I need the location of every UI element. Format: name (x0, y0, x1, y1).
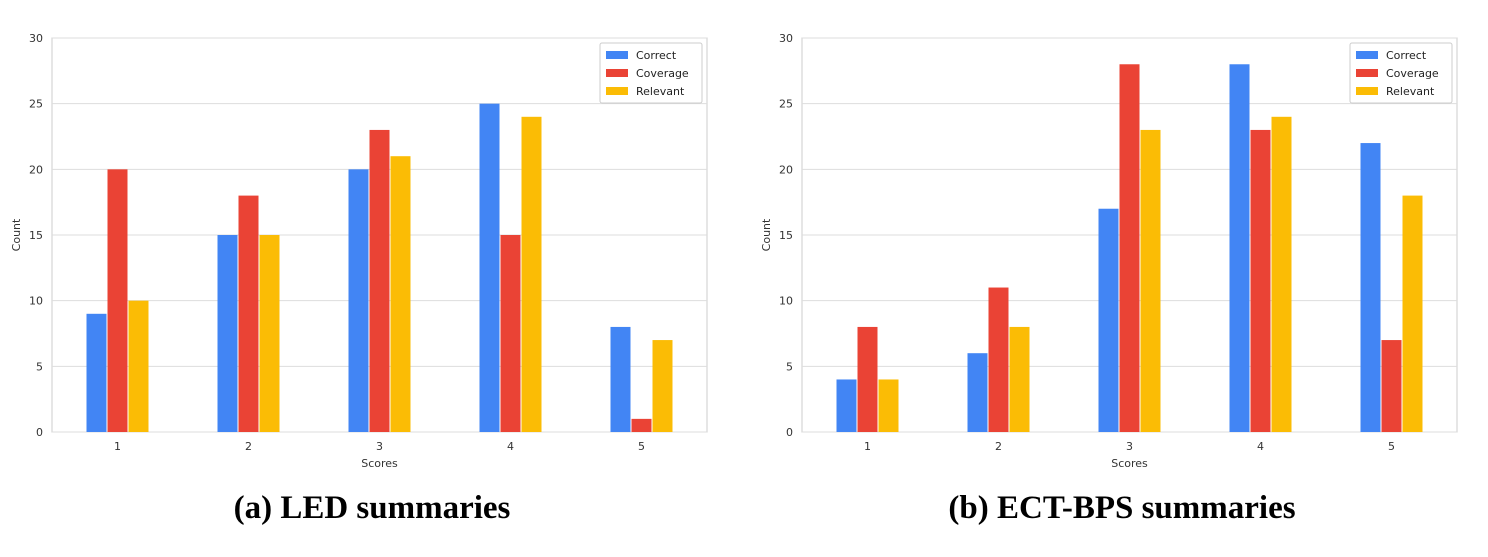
bar-relevant-3 (1140, 129, 1161, 432)
x-tick-label: 1 (864, 440, 871, 453)
y-tick-label: 0 (36, 426, 43, 439)
bar-correct-4 (479, 103, 500, 433)
bar-coverage-3 (369, 129, 390, 432)
bar-relevant-5 (652, 340, 673, 432)
bar-coverage-5 (631, 418, 652, 432)
legend: Correct Coverage Relevant (599, 42, 703, 104)
bar-relevant-4 (1271, 116, 1292, 433)
bar-coverage-2 (988, 287, 1009, 432)
legend-label: Coverage (636, 67, 689, 80)
bar-coverage-2 (238, 195, 259, 432)
bar-correct-2 (967, 353, 988, 432)
bar-correct-4 (1229, 64, 1250, 433)
y-axis-label: Count (760, 218, 773, 251)
x-tick-label: 3 (1126, 440, 1133, 453)
bar-relevant-2 (1009, 326, 1030, 432)
y-tick-label: 0 (786, 426, 793, 439)
x-tick-label: 1 (114, 440, 121, 453)
legend-swatch (606, 51, 628, 59)
legend-swatch (1356, 51, 1378, 59)
bar-relevant-4 (521, 116, 542, 433)
bar-coverage-3 (1119, 64, 1140, 433)
chart-a-caption: (a) LED summaries (233, 490, 511, 526)
legend-swatch (606, 87, 628, 95)
bar-coverage-1 (857, 326, 878, 432)
y-tick-label: 25 (29, 98, 43, 111)
legend-label: Correct (636, 49, 677, 62)
bar-relevant-1 (128, 300, 149, 432)
bar-correct-5 (610, 326, 631, 432)
y-tick-label: 30 (29, 32, 43, 45)
bar-correct-3 (1098, 208, 1119, 432)
chart-panel-a: 0 5 10 15 20 25 30 1 2 3 4 5 Scores Count Correct Cover… (10, 32, 708, 526)
y-tick-label: 30 (779, 32, 793, 45)
y-tick-label: 10 (779, 295, 793, 308)
chart-a-svg: 0 5 10 15 20 25 30 1 2 3 4 5 Scores Count Correct Cover… (10, 32, 708, 470)
x-tick-label: 5 (1388, 440, 1395, 453)
chart-panel-b: 0 5 10 15 20 25 30 1 2 3 4 5 Scores Count Correct Cover… (750, 0, 1488, 557)
chart-b-svg: 0 5 10 15 20 25 30 1 2 3 4 5 Scores Count Correct Cover… (760, 32, 1458, 470)
bar-correct-1 (86, 313, 107, 432)
x-tick-label: 4 (1257, 440, 1264, 453)
y-tick-label: 5 (786, 360, 793, 373)
y-tick-label: 15 (779, 229, 793, 242)
y-tick-label: 20 (29, 163, 43, 176)
legend-swatch (606, 69, 628, 77)
legend-label: Relevant (636, 85, 685, 98)
bar-relevant-1 (878, 379, 899, 432)
chart-b-caption: (b) ECT-BPS summaries (948, 490, 1296, 526)
bar-correct-3 (348, 169, 369, 433)
bar-coverage-5 (1381, 340, 1402, 432)
bar-coverage-4 (500, 235, 521, 432)
bar-correct-2 (217, 235, 238, 432)
bar-correct-5 (1360, 143, 1381, 433)
y-tick-label: 10 (29, 295, 43, 308)
x-axis-label: Scores (361, 457, 398, 470)
y-tick-label: 20 (779, 163, 793, 176)
x-tick-label: 4 (507, 440, 514, 453)
x-tick-label: 3 (376, 440, 383, 453)
y-tick-label: 25 (779, 98, 793, 111)
x-axis-label: Scores (1111, 457, 1148, 470)
legend-swatch (1356, 69, 1378, 77)
x-tick-label: 2 (995, 440, 1002, 453)
bar-relevant-5 (1402, 195, 1423, 432)
legend-label: Correct (1386, 49, 1427, 62)
x-tick-label: 5 (638, 440, 645, 453)
bar-relevant-3 (390, 156, 411, 432)
y-tick-label: 5 (36, 360, 43, 373)
bar-relevant-2 (259, 235, 280, 432)
bar-coverage-4 (1250, 129, 1271, 432)
legend: Correct Coverage Relevant (1349, 42, 1453, 104)
y-tick-label: 15 (29, 229, 43, 242)
legend-label: Relevant (1386, 85, 1435, 98)
x-tick-label: 2 (245, 440, 252, 453)
bar-correct-1 (836, 379, 857, 432)
y-axis-label: Count (10, 218, 23, 251)
bar-coverage-1 (107, 169, 128, 433)
legend-label: Coverage (1386, 67, 1439, 80)
legend-swatch (1356, 87, 1378, 95)
